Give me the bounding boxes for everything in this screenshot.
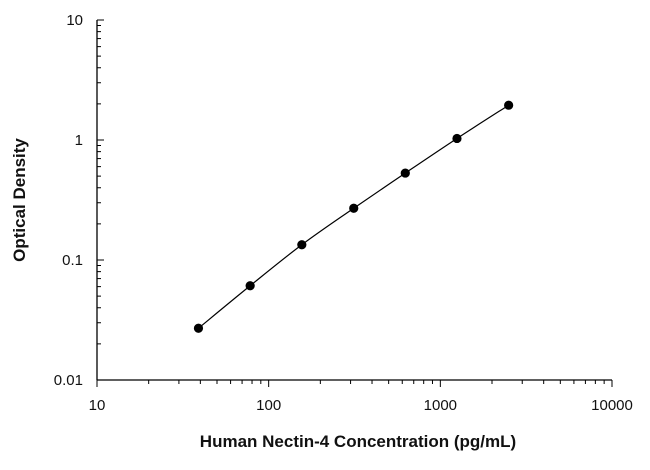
fit-curve: [198, 104, 509, 329]
y-tick-label: 0.1: [62, 252, 83, 269]
data-point: [452, 133, 462, 144]
data-points: [193, 100, 514, 333]
tick-labels: 10 100 1000 10000 0.01 0.1 1 10: [54, 12, 633, 414]
x-tick-label: 100: [256, 397, 281, 414]
data-point: [504, 100, 514, 110]
data-point: [297, 240, 307, 250]
y-tick-label: 10: [66, 12, 83, 29]
data-point: [193, 323, 204, 333]
x-tick-label: 10000: [591, 397, 633, 414]
x-tick-label: 10: [89, 397, 106, 414]
data-point: [400, 168, 410, 178]
x-tick-label: 1000: [424, 397, 457, 414]
data-point: [349, 203, 359, 213]
data-point: [245, 281, 255, 291]
x-axis-title: Human Nectin-4 Concentration (pg/mL): [200, 432, 516, 451]
axes: [96, 20, 612, 381]
y-tick-label: 0.01: [54, 372, 83, 389]
ticks: [96, 19, 613, 387]
y-tick-label: 1: [75, 132, 83, 149]
y-axis-title: Optical Density: [10, 138, 29, 262]
